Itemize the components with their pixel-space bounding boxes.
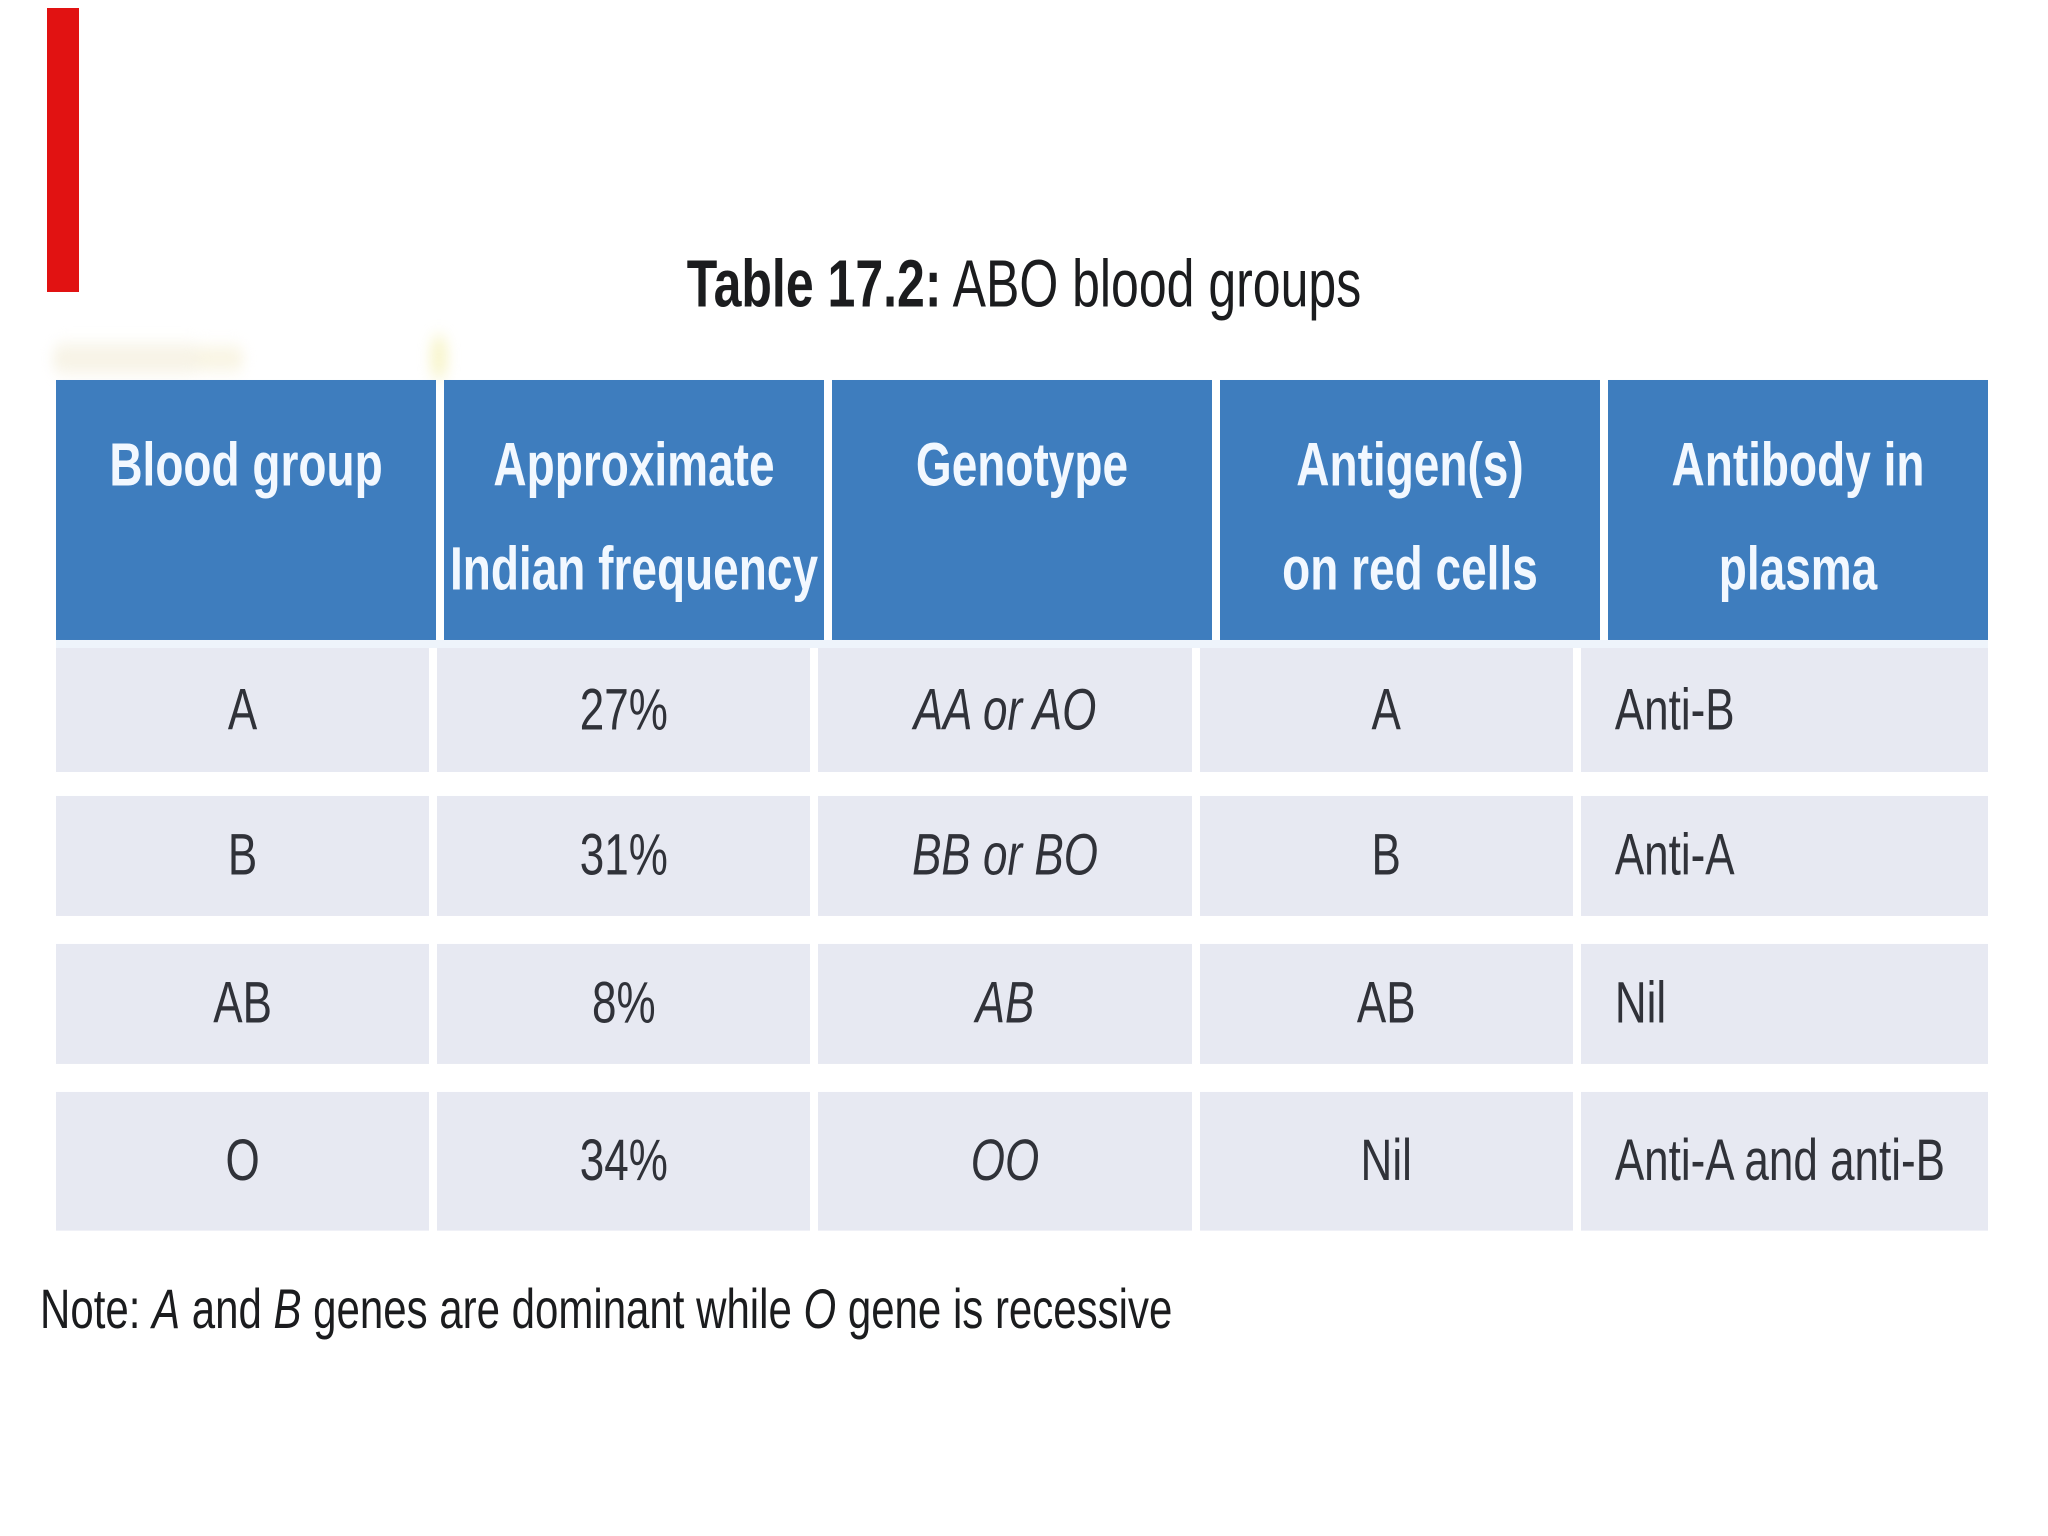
table-header-row: Blood group Approximate Indian frequency… [56, 379, 1988, 640]
abo-blood-groups-table: Blood group Approximate Indian frequency… [56, 379, 1989, 1231]
cell-antigens: A [1199, 647, 1573, 772]
table-row-o: O 34% OO Nil Anti-A and anti-B [56, 1091, 1989, 1231]
header-line: Antibody in [1671, 429, 1925, 499]
footnote-gene-a: A [152, 1277, 181, 1340]
footnote-text: Note: [40, 1277, 153, 1340]
table-title-caption: ABO blood groups [941, 246, 1362, 322]
cell-blood-group: AB [56, 943, 430, 1064]
cell-frequency: 34% [437, 1091, 811, 1231]
cell-genotype: OO [818, 1091, 1192, 1231]
cell-antibody: Nil [1580, 943, 1989, 1064]
header-divider [56, 639, 1988, 648]
cell-frequency: 8% [437, 943, 811, 1064]
footnote-text: and [180, 1277, 274, 1340]
cell-genotype: BB or BO [818, 795, 1192, 916]
header-line: Blood group [109, 429, 383, 499]
cell-antibody: Anti-B [1580, 647, 1989, 772]
footnote: Note: A and B genes are dominant while O… [40, 1277, 1172, 1341]
table-row-ab: AB 8% AB AB Nil [56, 943, 1989, 1064]
header-line: Genotype [915, 429, 1129, 499]
scan-smudge [196, 346, 244, 371]
header-cell-blood-group: Blood group [56, 379, 436, 640]
header-cell-genotype: Genotype [832, 379, 1212, 640]
cell-genotype: AA or AO [818, 647, 1192, 772]
cell-antigens: Nil [1199, 1091, 1573, 1231]
header-cell-indian-frequency: Approximate Indian frequency [444, 379, 824, 640]
cell-antigens: AB [1199, 943, 1573, 1064]
cell-blood-group: O [56, 1091, 430, 1231]
scan-smudge [52, 343, 202, 374]
header-cell-antigens: Antigen(s) on red cells [1220, 379, 1600, 640]
red-margin-bar [47, 7, 79, 292]
cell-blood-group: A [56, 647, 430, 772]
table-title: Table 17.2: ABO blood groups [0, 245, 2048, 322]
table-row-b: B 31% BB or BO B Anti-A [56, 795, 1989, 916]
cell-genotype: AB [818, 943, 1192, 1064]
cell-frequency: 27% [437, 647, 811, 772]
scan-smudge [430, 335, 448, 379]
cell-frequency: 31% [437, 795, 811, 916]
header-line: plasma [1718, 533, 1878, 603]
table-row-a: A 27% AA or AO A Anti-B [56, 647, 1989, 772]
header-line: Approximate [493, 429, 775, 499]
header-line: on red cells [1282, 533, 1538, 603]
header-line: Antigen(s) [1296, 429, 1524, 499]
footnote-gene-b: B [273, 1277, 302, 1340]
table-title-number: Table 17.2: [686, 246, 942, 322]
footnote-text: genes are dominant while [301, 1277, 804, 1340]
footnote-text: gene is recessive [836, 1277, 1173, 1340]
cell-antigens: B [1199, 795, 1573, 916]
header-cell-antibody: Antibody in plasma [1608, 379, 1988, 640]
cell-blood-group: B [56, 795, 430, 916]
cell-antibody: Anti-A and anti-B [1580, 1091, 1989, 1231]
cell-antibody: Anti-A [1580, 795, 1989, 916]
header-line: Indian frequency [449, 533, 819, 603]
footnote-gene-o: O [803, 1277, 837, 1340]
